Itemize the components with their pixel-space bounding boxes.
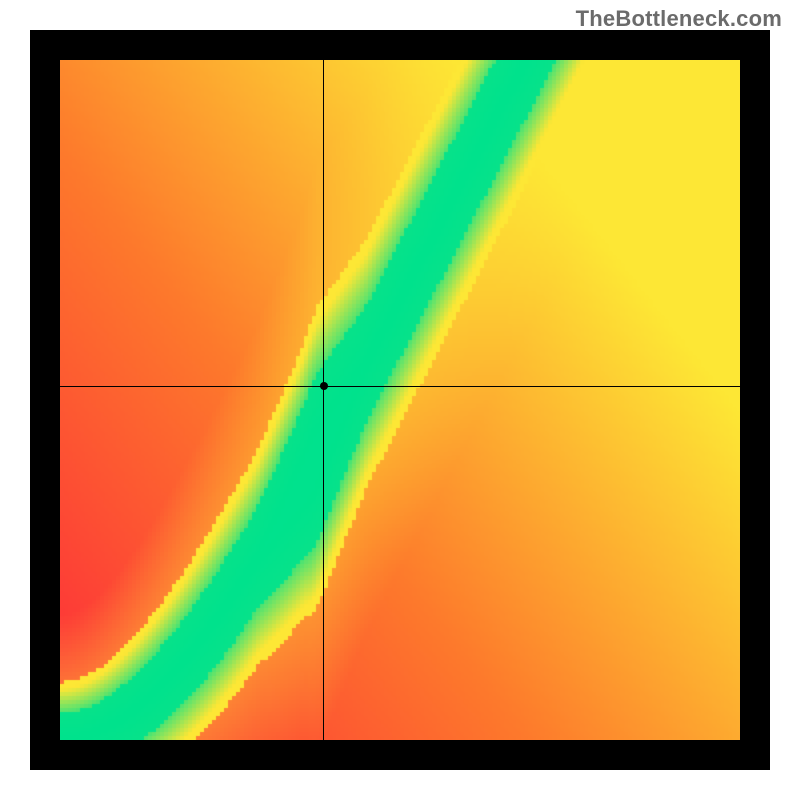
crosshair-vertical xyxy=(323,60,324,740)
plot-area xyxy=(60,60,740,740)
root-container: TheBottleneck.com xyxy=(0,0,800,800)
plot-border xyxy=(30,30,770,770)
marker-dot xyxy=(320,382,328,390)
watermark-text: TheBottleneck.com xyxy=(576,6,782,32)
heatmap-canvas xyxy=(60,60,740,740)
crosshair-horizontal xyxy=(60,386,740,387)
